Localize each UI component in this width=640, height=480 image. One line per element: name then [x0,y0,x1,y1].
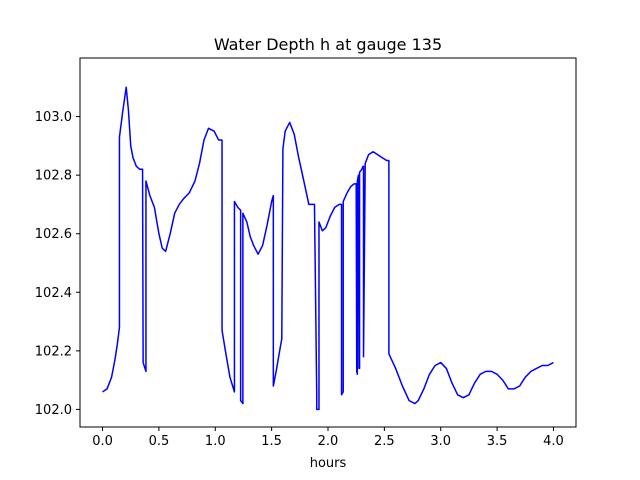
x-tick-label: 1.5 [261,434,282,449]
x-tick-label: 1.0 [205,434,226,449]
x-tick-label: 0.0 [92,434,113,449]
y-tick-label: 102.8 [35,169,72,184]
y-tick-label: 102.6 [35,227,72,242]
series-line-0 [102,86,554,411]
y-tick-label: 102.2 [35,344,72,359]
x-axis-label: hours [310,456,347,471]
x-tick-label: 4.0 [543,434,564,449]
series-layer [102,86,554,411]
y-tick-label: 103.0 [35,110,72,125]
x-axis: 0.0 0.5 1.0 1.5 2.0 2.5 3.0 3.5 4.0 [92,427,564,449]
x-tick-label: 2.5 [374,434,395,449]
y-tick-label: 102.0 [35,403,72,418]
x-tick-label: 3.0 [430,434,451,449]
chart-title: Water Depth h at gauge 135 [214,35,442,54]
y-tick-label: 102.4 [35,286,72,301]
y-axis: 102.0 102.2 102.4 102.6 102.8 103.0 [35,110,80,418]
x-tick-label: 0.5 [149,434,170,449]
x-tick-label: 3.5 [487,434,508,449]
x-tick-label: 2.0 [318,434,339,449]
